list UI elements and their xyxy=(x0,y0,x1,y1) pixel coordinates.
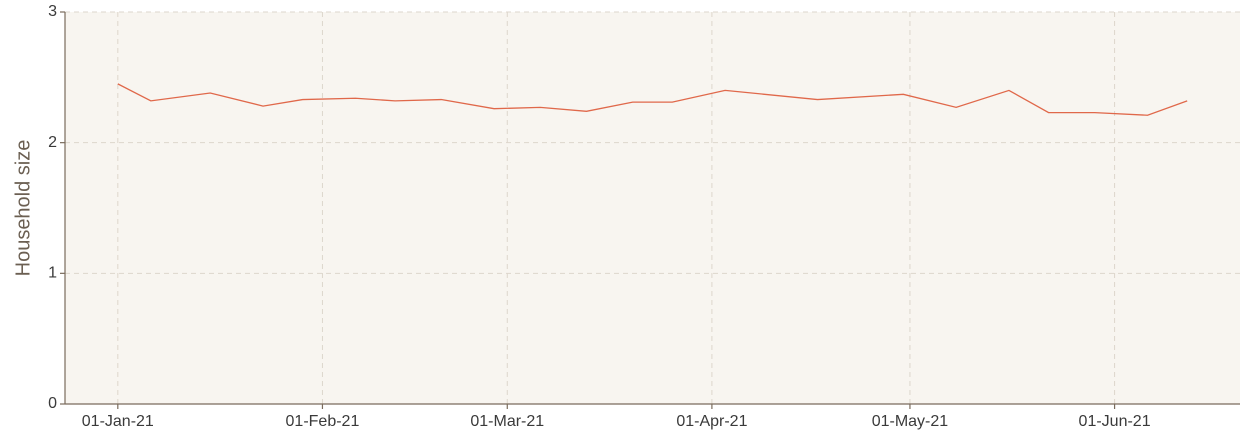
x-tick-label: 01-May-21 xyxy=(872,413,949,430)
x-tick-label: 01-Feb-21 xyxy=(286,413,360,430)
y-tick-label: 2 xyxy=(48,134,57,151)
y-tick-label: 1 xyxy=(48,265,57,282)
y-tick-label: 3 xyxy=(48,3,57,20)
x-tick-label: 01-Apr-21 xyxy=(676,413,747,430)
data-line xyxy=(117,83,1188,116)
plot-background xyxy=(65,12,1240,404)
x-tick-label: 01-Jun-21 xyxy=(1079,413,1151,430)
y-axis-label: Household size xyxy=(12,140,34,277)
y-tick-label: 0 xyxy=(48,395,57,412)
x-tick-label: 01-Jan-21 xyxy=(82,413,154,430)
x-tick-label: 01-Mar-21 xyxy=(470,413,544,430)
